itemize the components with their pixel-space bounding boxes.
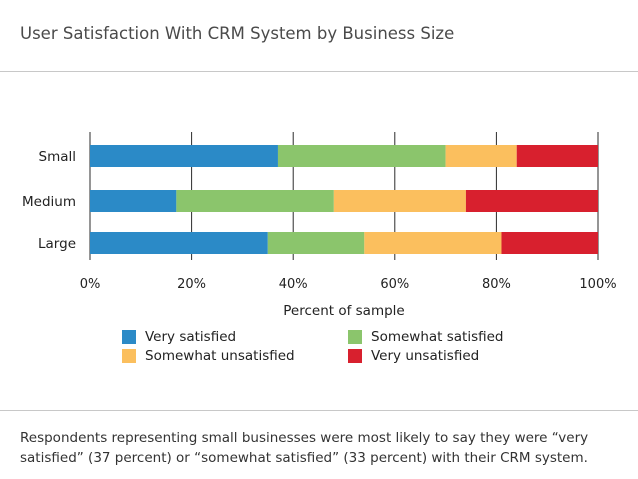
- legend-item-very-satisfied: Very satisfied: [122, 329, 348, 345]
- chart-caption: Respondents representing small businesse…: [20, 428, 630, 468]
- x-tick-label: 80%: [482, 277, 511, 292]
- y-category-label: Large: [38, 236, 76, 252]
- caption-line: Respondents representing small businesse…: [20, 430, 589, 446]
- x-tick-label: 100%: [579, 277, 616, 292]
- legend-swatch-very-satisfied: [122, 330, 136, 344]
- y-category-label: Medium: [22, 194, 76, 210]
- bar-medium-somewhat-unsatisfied: [333, 190, 466, 212]
- x-tick-label: 0%: [80, 277, 101, 292]
- stacked-bar-chart: 0% 20% 40% 60% 80% 100% Small Medium Large Percen…: [22, 132, 617, 319]
- x-axis-label: Percent of sample: [283, 303, 404, 319]
- caption-divider: [0, 410, 638, 411]
- legend-label-somewhat-unsatisfied: Somewhat unsatisfied: [145, 348, 295, 364]
- legend-swatch-somewhat-satisfied: [348, 330, 362, 344]
- caption-line: satisfied” (37 percent) or “somewhat sat…: [20, 450, 588, 466]
- legend-item-somewhat-satisfied: Somewhat satisfied: [348, 329, 542, 345]
- bar-small-somewhat-unsatisfied: [445, 145, 517, 167]
- legend-swatch-somewhat-unsatisfied: [122, 349, 136, 363]
- legend-item-very-unsatisfied: Very unsatisfied: [348, 348, 542, 364]
- bar-small-somewhat-satisfied: [277, 145, 446, 167]
- legend-swatch-very-unsatisfied: [348, 349, 362, 363]
- bar-large-somewhat-unsatisfied: [364, 232, 502, 254]
- x-tick-label: 60%: [380, 277, 409, 292]
- x-tick-label: 20%: [177, 277, 206, 292]
- legend-label-very-unsatisfied: Very unsatisfied: [371, 348, 480, 364]
- chart-title: User Satisfaction With CRM System by Bus…: [20, 24, 455, 43]
- bar-medium-very-satisfied: [90, 190, 177, 212]
- bar-medium-somewhat-satisfied: [176, 190, 334, 212]
- bar-large-very-satisfied: [90, 232, 268, 254]
- bar-small-very-satisfied: [90, 145, 278, 167]
- bar-small-very-unsatisfied: [516, 145, 598, 167]
- bar-large-very-unsatisfied: [501, 232, 598, 254]
- x-tick-label: 40%: [279, 277, 308, 292]
- title-divider: [0, 71, 638, 72]
- legend-label-very-satisfied: Very satisfied: [145, 329, 237, 345]
- bar-large-somewhat-satisfied: [267, 232, 365, 254]
- legend-label-somewhat-satisfied: Somewhat satisfied: [371, 329, 504, 345]
- chart-legend: Very satisfied Somewhat satisfied Somewh…: [122, 329, 542, 364]
- bar-medium-very-unsatisfied: [465, 190, 598, 212]
- y-category-label: Small: [39, 149, 77, 165]
- legend-item-somewhat-unsatisfied: Somewhat unsatisfied: [122, 348, 348, 364]
